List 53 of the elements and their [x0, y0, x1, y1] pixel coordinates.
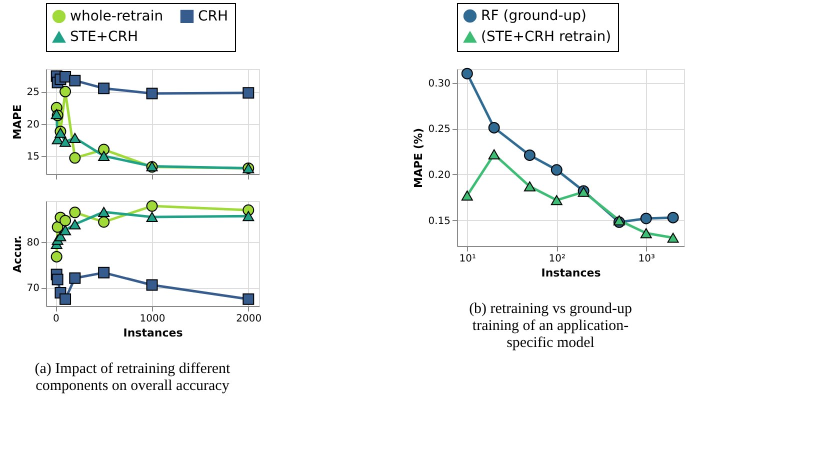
x-axis-title: Instances [123, 326, 184, 340]
point [242, 87, 254, 99]
legend-label: (STE+CRH retrain) [481, 29, 612, 45]
text: (a) Impact of retraining different components on overall accuracy [34, 361, 232, 394]
legend-label: whole-retrain [70, 8, 164, 24]
point [69, 74, 81, 86]
x-tick-label: 10² [548, 254, 566, 264]
point [242, 211, 254, 222]
x-tick-label: 10¹ [459, 254, 476, 264]
y-tick-label: 0.30 [428, 78, 450, 90]
point [98, 206, 110, 217]
point [98, 82, 110, 94]
point [60, 70, 72, 82]
legend-label: CRH [198, 8, 228, 24]
point [60, 86, 72, 98]
point [60, 214, 72, 226]
point [146, 88, 158, 100]
point [69, 206, 81, 218]
x-axis-title: Instances [541, 266, 602, 280]
point [146, 200, 158, 212]
y-tick-label: 70 [26, 283, 40, 294]
point [69, 272, 81, 284]
y-tick-label: 25 [26, 87, 40, 98]
point [50, 250, 62, 262]
point [98, 150, 110, 162]
point [69, 219, 81, 230]
text: (b) retraining vs ground-up training of an application-specific model [469, 301, 632, 351]
y-axis-title: MAPE [10, 104, 24, 140]
y-tick-label: 0.25 [428, 124, 450, 136]
point [60, 293, 72, 305]
y-axis-title: MAPE (%) [412, 128, 426, 188]
point [98, 216, 110, 228]
point [52, 274, 64, 286]
point [60, 136, 72, 147]
point [242, 293, 254, 305]
y-tick-label: 80 [26, 238, 40, 249]
point [146, 279, 158, 291]
legend-label: STE+CRH [70, 29, 138, 45]
y-tick-label: 20 [26, 119, 40, 130]
point [69, 132, 81, 143]
legend-label: RF (ground-up) [481, 8, 586, 24]
x-tick-label: 10³ [638, 254, 655, 264]
y-tick-label: 15 [26, 151, 40, 162]
y-tick-label: 0.20 [428, 170, 450, 181]
x-tick-label: 0 [52, 314, 60, 324]
point [69, 152, 81, 164]
point [60, 225, 72, 236]
y-tick-label: 0.15 [428, 216, 450, 227]
point [146, 212, 158, 222]
x-tick-label: 1000 [140, 314, 166, 324]
point [98, 266, 110, 278]
y-axis-title: Accur. [10, 235, 24, 273]
x-tick-label: 2000 [236, 314, 262, 324]
